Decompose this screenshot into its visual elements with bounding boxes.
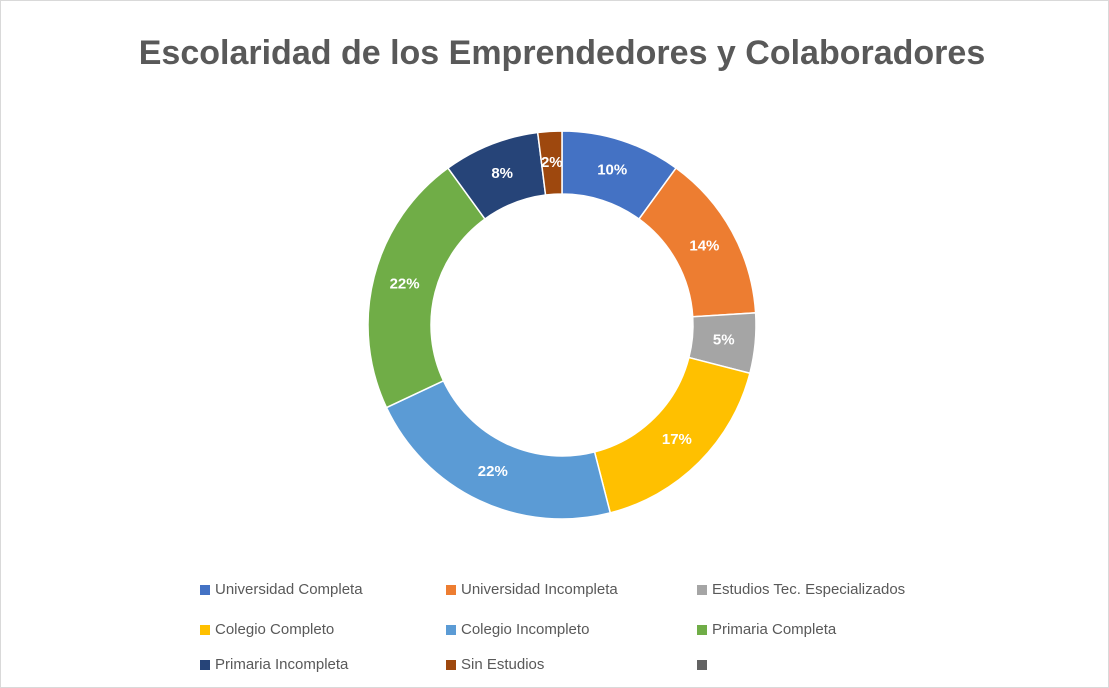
data-label: 2% — [541, 154, 563, 171]
data-label: 8% — [491, 165, 513, 182]
data-label: 22% — [478, 463, 508, 480]
donut-segment — [536, 130, 563, 196]
legend-swatch — [446, 625, 456, 635]
legend-swatch — [200, 585, 210, 595]
data-label: 5% — [713, 331, 735, 348]
data-label: 22% — [390, 276, 420, 293]
legend-swatch — [697, 585, 707, 595]
donut-segment — [367, 167, 487, 409]
legend-swatch — [200, 660, 210, 670]
data-label: 17% — [662, 431, 692, 448]
legend-label: Colegio Completo — [215, 621, 334, 638]
legend-swatch — [200, 625, 210, 635]
donut-segment — [385, 379, 612, 520]
legend-label: Universidad Completa — [215, 581, 363, 598]
legend-swatch — [446, 585, 456, 595]
legend-label: Primaria Completa — [712, 621, 837, 638]
legend-swatch — [446, 660, 456, 670]
chart-title: Escolaridad de los Emprendedores y Colab… — [139, 34, 985, 72]
legend-label: Universidad Incompleta — [461, 581, 618, 598]
legend-label: Estudios Tec. Especializados — [712, 581, 905, 598]
legend-label: Colegio Incompleto — [461, 621, 589, 638]
data-label: 10% — [597, 161, 627, 178]
legend-swatch — [697, 625, 707, 635]
legend-swatch — [697, 660, 707, 670]
data-label: 14% — [689, 238, 719, 255]
legend-label: Primaria Incompleta — [215, 656, 349, 673]
legend-label: Sin Estudios — [461, 656, 544, 673]
